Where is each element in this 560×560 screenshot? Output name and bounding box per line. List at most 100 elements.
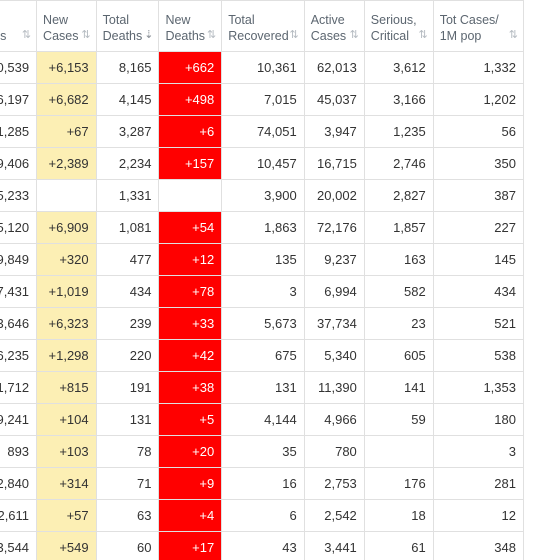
column-header-label-line1: Total	[228, 13, 255, 27]
table-row: 2,611 +57 63 +4 6 2,542 18 12	[0, 499, 525, 532]
cell-new-cases: +6,682	[36, 83, 97, 116]
cell-total-deaths: 239	[95, 307, 160, 340]
cell-serious-critical: 605	[363, 339, 434, 372]
cell-active-cases: 62,013	[303, 51, 365, 84]
cell-total-recovered: 74,051	[221, 115, 305, 148]
cell-total-cases: 3,544	[0, 531, 38, 560]
column-header-label-line2: 1M pop	[439, 29, 482, 43]
cell-new-deaths: +42	[158, 339, 223, 372]
column-header-new-deaths[interactable]: New Deaths ⇅	[158, 0, 223, 52]
cell-new-deaths: +6	[158, 115, 223, 148]
table-row: 893 +103 78 +20 35 780 3	[0, 435, 525, 468]
column-header-label-line1: Tot Cases/	[439, 13, 499, 27]
cell-new-cases: +6,153	[36, 51, 97, 84]
cell-tot-cases-per-1m: 538	[432, 339, 525, 372]
cell-total-recovered: 135	[221, 243, 305, 276]
cell-new-deaths: +498	[158, 83, 223, 116]
sort-icon[interactable]: ⇅	[508, 29, 518, 41]
column-header-total-cases[interactable]: TotalCases⇅	[0, 0, 38, 52]
header-row: TotalCases⇅NewCases⇅TotalDeaths⇣NewDeath…	[0, 0, 525, 52]
cell-total-cases: 56,197	[0, 83, 38, 116]
cell-tot-cases-per-1m: 1,353	[432, 371, 525, 404]
sort-icon[interactable]: ⇅	[289, 29, 299, 41]
cell-tot-cases-per-1m: 145	[432, 243, 525, 276]
cell-new-deaths: +20	[158, 435, 223, 468]
cell-total-recovered: 16	[221, 467, 305, 500]
cell-total-cases: 29,406	[0, 147, 38, 180]
column-header-total-deaths[interactable]: Total Deaths ⇣	[95, 0, 160, 52]
cell-total-cases: 43,646	[0, 307, 38, 340]
sort-icon[interactable]: ⇅	[81, 29, 90, 41]
cell-new-cases: +549	[36, 531, 97, 560]
cell-new-cases: +57	[36, 499, 97, 532]
table-body: 80,539+6,1538,165+66210,36162,0133,6121,…	[0, 51, 525, 560]
cell-total-deaths: 4,145	[95, 83, 160, 116]
cell-new-cases: +314	[36, 467, 97, 500]
cell-total-deaths: 434	[95, 275, 160, 308]
cell-total-cases: 81,285	[0, 115, 38, 148]
cell-active-cases: 4,966	[303, 403, 365, 436]
sort-descending-icon[interactable]: ⇣	[144, 29, 153, 41]
cell-total-deaths: 191	[95, 371, 160, 404]
cell-new-cases: +67	[36, 115, 97, 148]
cell-new-deaths: +33	[158, 307, 223, 340]
cell-serious-critical: 163	[363, 243, 434, 276]
cell-new-cases: +320	[36, 243, 97, 276]
column-header-new-cases[interactable]: New Cases ⇅	[36, 0, 97, 52]
column-header-label-line2: Cases	[43, 29, 79, 43]
column-header-label-line2: Deaths	[165, 29, 206, 43]
cell-serious-critical	[363, 435, 434, 468]
sort-icon[interactable]: ⇅	[418, 29, 427, 41]
cell-serious-critical: 582	[363, 275, 434, 308]
cell-total-deaths: 63	[95, 499, 160, 532]
cell-total-cases: 9,241	[0, 403, 38, 436]
cell-total-recovered: 3	[221, 275, 305, 308]
cell-total-deaths: 78	[95, 435, 160, 468]
cell-serious-critical: 59	[363, 403, 434, 436]
table-row: 29,406+2,3892,234+15710,45716,7152,74635…	[0, 147, 525, 180]
cell-new-deaths: +157	[158, 147, 223, 180]
cell-new-deaths: +54	[158, 211, 223, 244]
cell-total-deaths: 131	[95, 403, 160, 436]
cell-new-deaths: +78	[158, 275, 223, 308]
sort-icon[interactable]: ⇅	[349, 29, 359, 41]
column-header-active-cases[interactable]: Active Cases ⇅	[303, 0, 365, 52]
cell-tot-cases-per-1m: 434	[432, 275, 525, 308]
cell-tot-cases-per-1m: 521	[432, 307, 525, 340]
cell-serious-critical: 18	[363, 499, 434, 532]
cell-serious-critical: 141	[363, 371, 434, 404]
cell-total-recovered: 10,457	[221, 147, 305, 180]
column-header-total-recovered[interactable]: Total Recovered ⇅	[221, 0, 305, 52]
cell-serious-critical: 176	[363, 467, 434, 500]
column-header-tot-cases-per-1m[interactable]: Tot Cases/1M pop ⇅	[432, 0, 525, 52]
cell-new-cases: +103	[36, 435, 97, 468]
cell-tot-cases-per-1m: 3	[432, 435, 525, 468]
column-header-label-line2: Recovered	[228, 29, 289, 43]
table-row: 56,197+6,6824,145+4987,01545,0373,1661,2…	[0, 83, 525, 116]
cell-new-cases	[36, 179, 97, 212]
column-header-serious-critical[interactable]: Serious, Critical ⇅	[363, 0, 434, 52]
cell-new-cases: +6,909	[36, 211, 97, 244]
cell-total-deaths: 3,287	[95, 115, 160, 148]
sort-icon[interactable]: ⇅	[207, 29, 216, 41]
column-header-label-line1: New	[43, 13, 69, 27]
cell-new-cases: +6,323	[36, 307, 97, 340]
table-row: 80,539+6,1538,165+66210,36162,0133,6121,…	[0, 51, 525, 84]
column-header-label-line1: New	[165, 13, 191, 27]
cell-new-cases: +2,389	[36, 147, 97, 180]
sort-icon[interactable]: ⇅	[21, 29, 31, 41]
cell-total-recovered: 43	[221, 531, 305, 560]
cell-new-cases: +1,019	[36, 275, 97, 308]
cell-total-cases: 2,611	[0, 499, 38, 532]
column-header-label-line2: Critical	[370, 29, 409, 43]
cell-active-cases: 780	[303, 435, 365, 468]
cell-total-cases: 2,840	[0, 467, 38, 500]
cell-total-cases: 75,120	[0, 211, 38, 244]
cell-total-deaths: 71	[95, 467, 160, 500]
